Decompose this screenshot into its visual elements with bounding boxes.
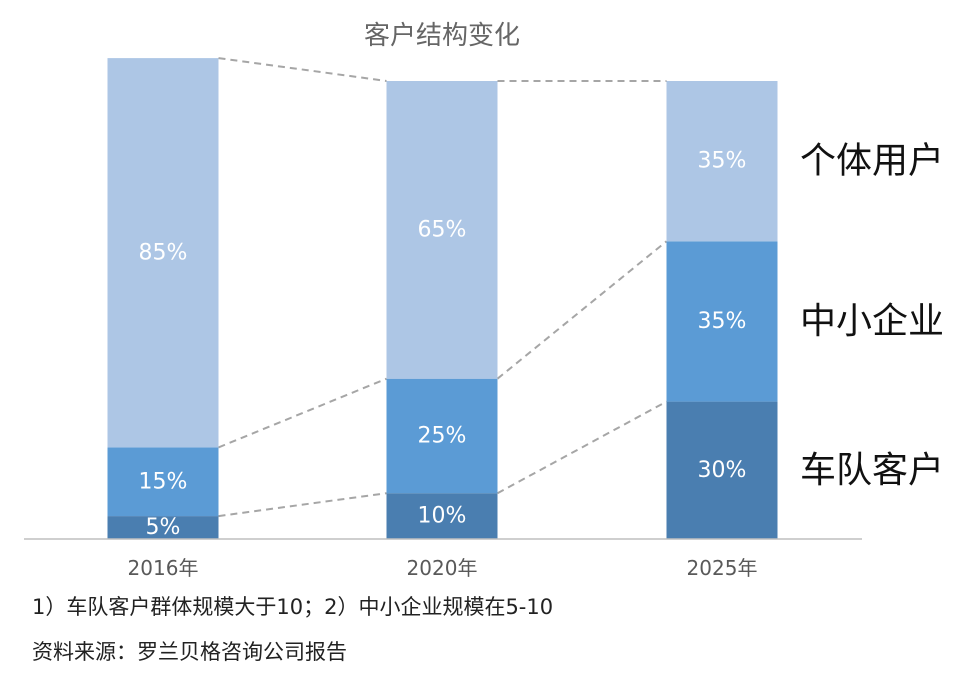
x-tick-label: 2016年 [128, 556, 199, 580]
legend: 车队客户 中小企业 个体用户 [800, 141, 944, 491]
bars-group [107, 58, 778, 539]
bar-segment [107, 516, 219, 539]
bar-segment [386, 493, 498, 539]
legend-label: 中小企业 [800, 301, 944, 342]
bar-segment [386, 378, 498, 494]
data-label: 5% [146, 515, 181, 540]
bar-segment [666, 241, 778, 402]
bar-segment [666, 81, 778, 242]
source-note: 资料来源：罗兰贝格咨询公司报告 [32, 640, 347, 664]
connector-lines [218, 57, 668, 518]
connector-line [218, 492, 387, 518]
data-label: 35% [698, 309, 747, 334]
data-labels-group: 5% 10% 30% 15% 25% 35% 85% 65% 35% [139, 149, 747, 540]
legend-label: 个体用户 [800, 141, 944, 182]
stacked-bar-chart: 客户结构变化 5% 10%30%15%25%35%85%65%35% 2016年 2… [24, 21, 944, 580]
data-label: 35% [698, 149, 747, 174]
bar-segment [386, 81, 498, 379]
x-tick-label: 2025年 [687, 556, 758, 580]
data-label: 10% [418, 504, 467, 529]
data-label: 25% [418, 423, 467, 448]
footnote: 1）车队客户群体规模大于10；2）中小企业规模在5-10 [32, 595, 554, 619]
bar-segment [666, 401, 778, 539]
connector-line [496, 240, 668, 380]
data-label: 30% [698, 458, 747, 483]
connector-line [218, 377, 387, 449]
data-label: 85% [139, 240, 188, 265]
x-tick-labels: 2016年 2020年 2025年 [128, 556, 758, 580]
data-label: 15% [139, 469, 188, 494]
data-label: 65% [418, 217, 467, 242]
legend-label: 车队客户 [800, 450, 944, 491]
bar-segment [107, 58, 219, 448]
connector-line [497, 400, 667, 495]
x-tick-label: 2020年 [407, 556, 478, 580]
bar-segment [107, 447, 219, 517]
chart-title: 客户结构变化 [364, 21, 520, 51]
connector-line [218, 57, 387, 82]
